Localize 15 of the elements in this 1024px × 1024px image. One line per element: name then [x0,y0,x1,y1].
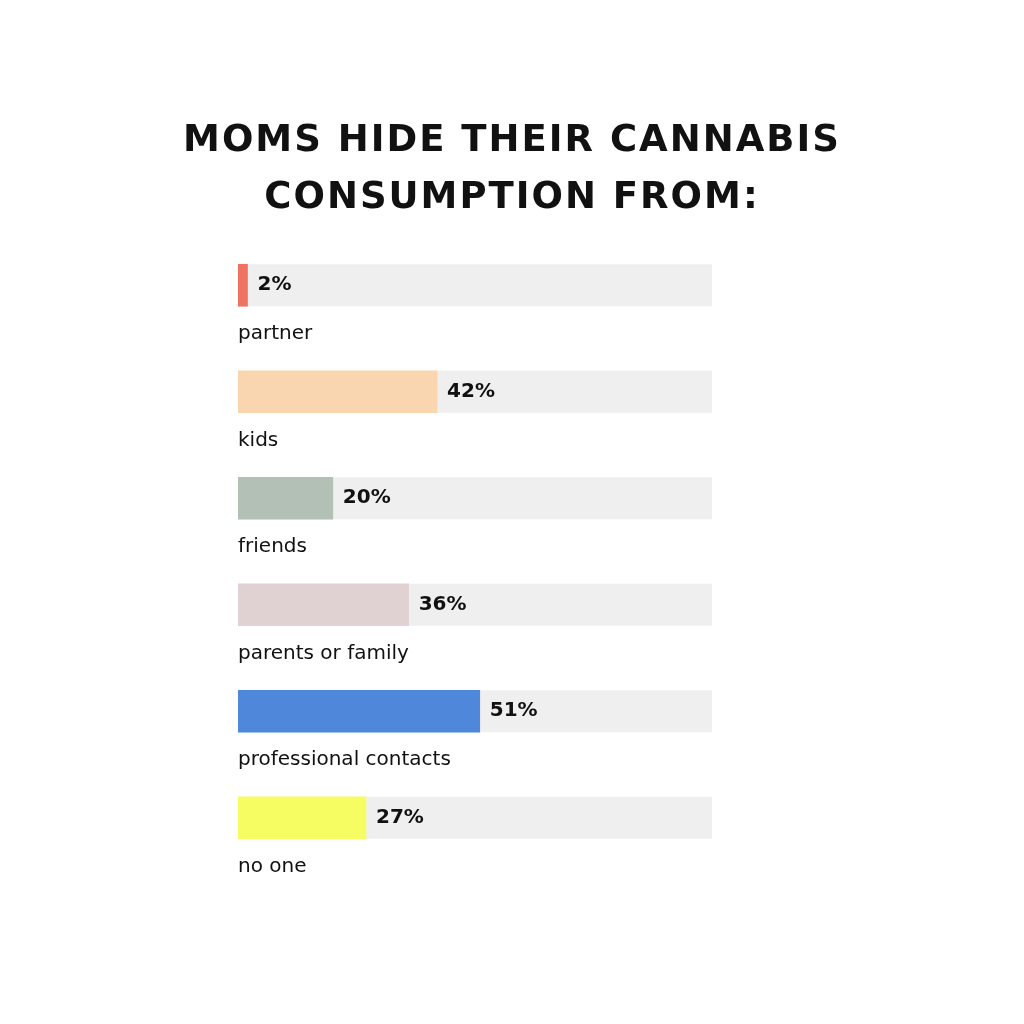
data-label: 27% [375,803,424,828]
y-tick-label: professional contacts [238,746,451,771]
y-tick-label: friends [238,533,307,558]
chart-title: MOMS HIDE THEIR CANNABIS CONSUMPTION FROM: [182,116,842,219]
bar [238,263,248,307]
data-label: 51% [489,697,538,722]
y-tick-label: parents or family [238,639,410,664]
y-tick-label: kids [238,426,279,451]
data-label: 2% [257,271,292,296]
data-label: 20% [342,484,391,509]
y-tick-label: partner [238,320,313,345]
y-tick-label: no one [238,852,307,877]
data-label: 36% [418,590,467,615]
bar [238,476,334,520]
data-label: 42% [447,377,495,402]
